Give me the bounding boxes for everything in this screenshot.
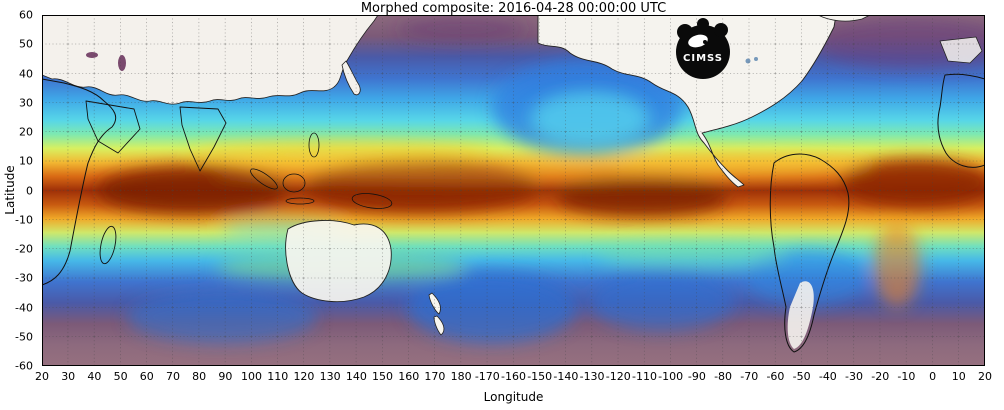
y-tick-label: 10 bbox=[19, 154, 33, 168]
y-tick-label: -10 bbox=[15, 213, 33, 227]
figure-title: Morphed composite: 2016-04-28 00:00:00 U… bbox=[360, 1, 667, 16]
x-tick-label: -160 bbox=[501, 370, 526, 383]
x-tick-label: 80 bbox=[192, 370, 207, 383]
x-tick-label: -20 bbox=[871, 370, 890, 383]
x-tick-label: -90 bbox=[687, 370, 706, 383]
cimss-logo-text: CIMSS bbox=[683, 53, 723, 64]
x-tick-label: -50 bbox=[792, 370, 811, 383]
x-tick-label: -10 bbox=[897, 370, 916, 383]
x-tick-label: -30 bbox=[845, 370, 863, 383]
x-tick-label: 180 bbox=[450, 370, 472, 383]
x-tick-label: 100 bbox=[241, 370, 263, 383]
x-tick-label: -40 bbox=[818, 370, 837, 383]
x-tick-label: -140 bbox=[553, 370, 579, 383]
x-tick-label: -100 bbox=[658, 370, 684, 383]
x-tick-label: 30 bbox=[61, 370, 76, 383]
y-axis-ticks: 60 50 40 30 20 10 0 -10 -20 -30 -40 -50 -60 bbox=[0, 10, 38, 372]
x-tick-label: 20 bbox=[978, 370, 992, 383]
cimss-logo: CIMSS bbox=[676, 18, 730, 79]
x-tick-label: 50 bbox=[113, 370, 128, 383]
y-tick-label: -30 bbox=[15, 271, 33, 285]
tpw-map: CIMSS bbox=[42, 15, 985, 366]
x-tick-label: 120 bbox=[293, 370, 315, 383]
x-tick-label: -150 bbox=[527, 370, 553, 383]
x-tick-label: 130 bbox=[319, 370, 341, 383]
x-tick-label: -130 bbox=[579, 370, 605, 383]
x-axis-label: Longitude bbox=[483, 390, 544, 404]
x-tick-label: -110 bbox=[631, 370, 657, 383]
y-tick-label: 30 bbox=[19, 96, 33, 110]
y-tick-label: -60 bbox=[15, 359, 33, 373]
x-tick-label: 110 bbox=[267, 370, 289, 383]
x-tick-label: -170 bbox=[474, 370, 500, 383]
x-tick-label: -80 bbox=[714, 370, 733, 383]
x-tick-label: 60 bbox=[139, 370, 154, 383]
grid-overlay bbox=[42, 15, 985, 366]
x-tick-label: 0 bbox=[929, 370, 937, 383]
x-tick-label: 160 bbox=[398, 370, 420, 383]
y-tick-label: -40 bbox=[15, 301, 33, 314]
x-tick-label: 150 bbox=[372, 370, 394, 383]
x-tick-label: 140 bbox=[345, 370, 367, 383]
x-tick-label: -70 bbox=[740, 370, 759, 383]
y-tick-label: 20 bbox=[19, 125, 33, 139]
map-plot-area: CIMSS bbox=[42, 15, 985, 366]
x-tick-label: -60 bbox=[766, 370, 785, 383]
y-tick-label: 0 bbox=[26, 184, 33, 197]
y-tick-label: -50 bbox=[15, 330, 33, 344]
satellite-dish-icon bbox=[688, 34, 708, 48]
x-tick-label: 170 bbox=[424, 370, 446, 383]
x-tick-label: 70 bbox=[165, 370, 180, 383]
x-tick-label: 90 bbox=[218, 370, 233, 383]
x-tick-label: -120 bbox=[605, 370, 631, 383]
x-tick-label: 10 bbox=[951, 370, 966, 383]
plot-frame bbox=[42, 15, 985, 366]
x-tick-label: 20 bbox=[35, 370, 49, 383]
y-tick-label: 60 bbox=[19, 8, 33, 22]
x-axis-ticks: 20 30 40 50 60 70 80 90 100 110 120 130 140 150 160 170… bbox=[35, 369, 992, 384]
x-tick-label: 40 bbox=[87, 370, 102, 383]
y-tick-label: 50 bbox=[19, 37, 33, 51]
y-tick-label: 40 bbox=[19, 67, 33, 80]
y-tick-label: -20 bbox=[15, 242, 33, 256]
